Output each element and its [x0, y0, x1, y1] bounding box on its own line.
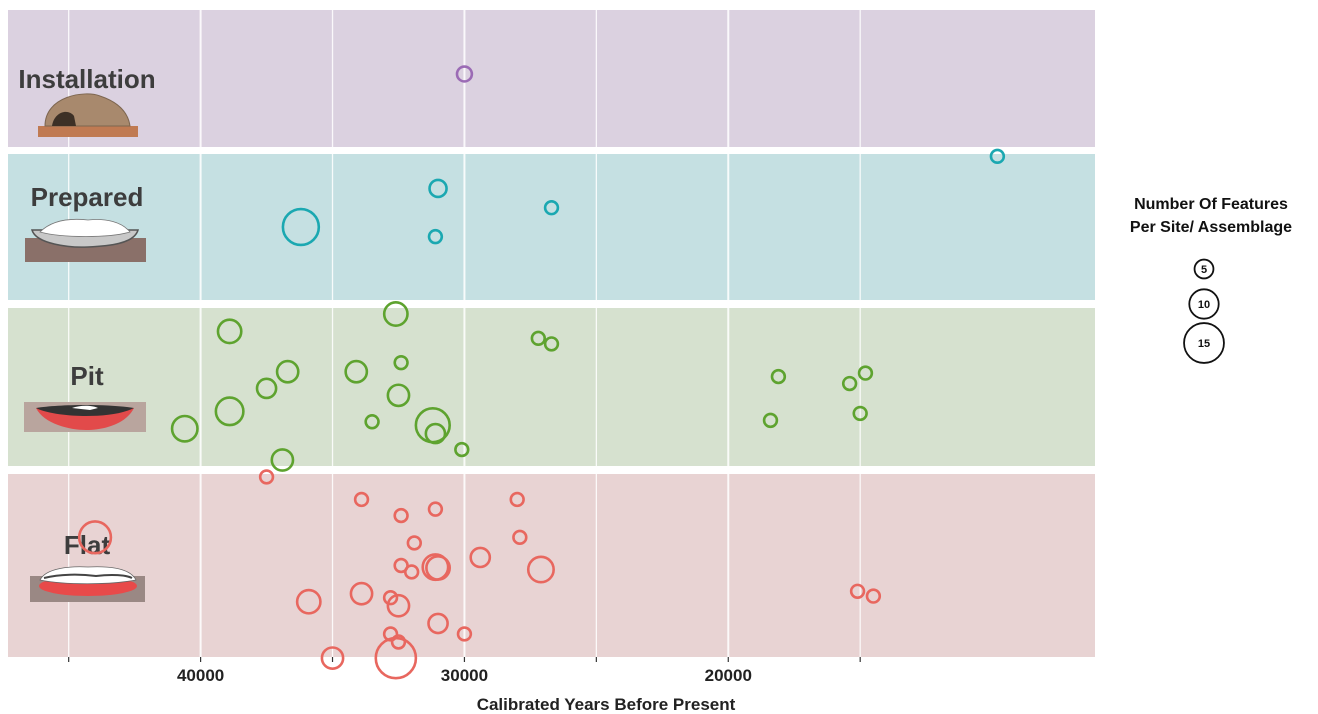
data-point-flat: [427, 612, 449, 635]
data-point-prepared: [281, 207, 321, 247]
band-installation: [8, 10, 1095, 147]
data-point-flat: [353, 491, 370, 508]
category-icons: [24, 93, 146, 602]
x-axis-title: Calibrated Years Before Present: [477, 695, 736, 714]
legend-title-line2: Per Site/ Assemblage: [1130, 219, 1292, 236]
data-point-flat: [393, 507, 409, 524]
data-point-pit: [170, 414, 199, 443]
x-tick-label: 30000: [441, 666, 488, 685]
data-point-flat: [390, 634, 407, 650]
data-point-flat: [386, 593, 411, 618]
data-point-flat: [849, 583, 866, 599]
data-points: [77, 65, 1006, 680]
legend-key-label: 5: [1201, 264, 1207, 276]
data-point-flat: [469, 546, 492, 569]
x-tick-label: 20000: [705, 666, 752, 685]
data-point-flat: [427, 501, 444, 517]
data-point-flat: [349, 581, 374, 606]
data-point-flat: [295, 588, 322, 615]
data-point-prepared: [427, 228, 444, 245]
data-point-pit: [424, 422, 447, 445]
legend-key-circle: [1183, 322, 1225, 364]
category-bands: [8, 10, 1095, 657]
data-point-flat: [526, 555, 555, 584]
data-point-pit: [393, 354, 409, 371]
data-point-flat: [77, 520, 113, 555]
data-point-pit: [275, 359, 300, 384]
data-point-pit: [382, 301, 409, 327]
data-point-prepared: [989, 148, 1006, 165]
data-point-pit: [214, 396, 245, 427]
legend-key-label: 15: [1198, 338, 1210, 350]
size-legend: Number Of Features Per Site/ Assemblage …: [1130, 196, 1292, 364]
category-labels: Installation Prepared Pit Flat: [18, 64, 155, 560]
band-pit: [8, 308, 1095, 466]
data-point-flat: [865, 588, 882, 604]
data-point-pit: [857, 365, 874, 381]
data-point-pit: [255, 377, 278, 400]
data-point-flat: [382, 590, 399, 606]
data-point-prepared: [543, 200, 560, 216]
installation-dome-icon: [38, 93, 138, 137]
category-label-prepared: Prepared: [31, 182, 144, 212]
legend-key-circle: [1188, 288, 1220, 320]
data-point-pit: [344, 359, 369, 384]
data-point-flat: [509, 491, 525, 508]
legend-title-line1: Number Of Features: [1134, 196, 1288, 213]
category-label-flat: Flat: [64, 530, 111, 560]
data-point-pit: [364, 414, 380, 430]
data-point-pit: [216, 318, 243, 345]
data-point-pit: [530, 330, 547, 347]
legend-key-circle: [1193, 258, 1215, 280]
band-prepared: [8, 154, 1095, 300]
category-label-pit: Pit: [70, 361, 104, 391]
data-point-pit: [852, 405, 868, 422]
data-point-pit: [543, 336, 560, 352]
data-point-flat: [258, 469, 275, 485]
data-point-pit: [762, 412, 779, 429]
data-point-prepared: [428, 178, 448, 199]
data-point-pit: [770, 368, 787, 385]
data-point-installation: [455, 65, 474, 83]
data-point-flat: [512, 529, 528, 546]
data-point-flat: [403, 564, 420, 580]
x-axis: 40000 30000 20000: [68, 657, 861, 685]
category-label-installation: Installation: [18, 64, 155, 94]
pit-hearth-icon: [24, 402, 146, 432]
data-point-flat: [320, 646, 345, 670]
data-point-pit: [841, 375, 858, 392]
data-point-pit: [454, 441, 470, 458]
data-point-flat: [406, 535, 423, 551]
data-point-flat: [374, 636, 418, 680]
data-point-flat: [456, 626, 473, 642]
band-flat: [8, 474, 1095, 657]
x-tick-label: 40000: [177, 666, 224, 685]
data-point-pit: [270, 448, 295, 472]
flat-hearth-icon: [30, 566, 145, 602]
data-point-pit: [386, 383, 411, 408]
legend-key-label: 10: [1198, 299, 1210, 311]
data-point-flat: [425, 554, 452, 581]
data-point-flat: [382, 626, 399, 642]
prepared-hearth-icon: [25, 218, 146, 262]
